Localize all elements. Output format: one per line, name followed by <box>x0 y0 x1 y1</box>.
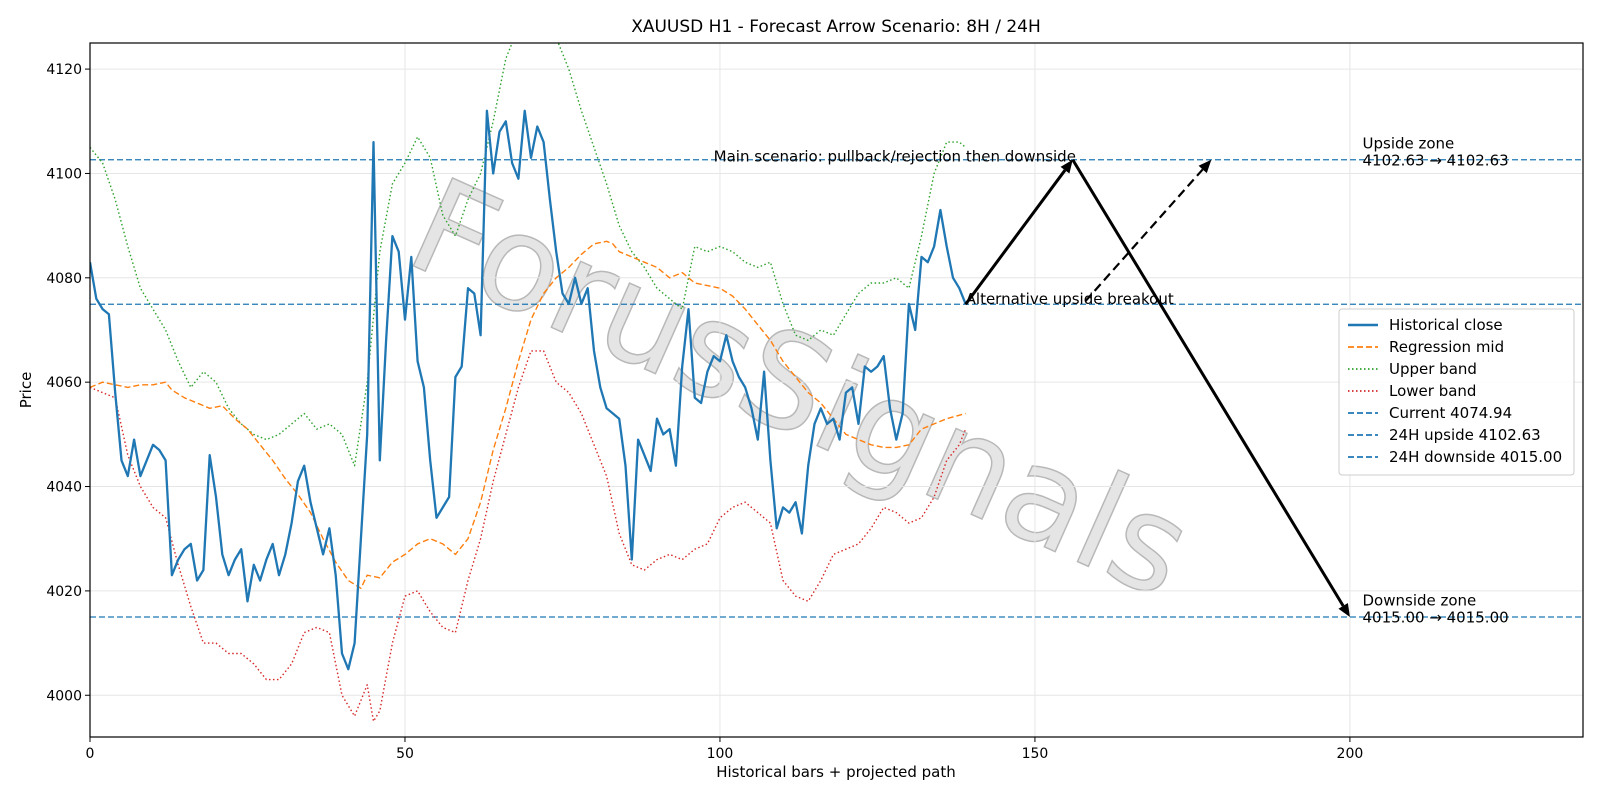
y-tick-label: 4080 <box>46 271 82 287</box>
y-tick-label: 4000 <box>46 688 82 704</box>
x-tick-label: 0 <box>86 746 95 762</box>
arrow-alt-up <box>1084 168 1204 303</box>
annotation-downside-zone-range: 4015.00 → 4015.00 <box>1363 609 1509 627</box>
y-tick-label: 4040 <box>46 480 82 496</box>
legend-label: Regression mid <box>1389 338 1504 356</box>
legend: Historical close Regression mid Upper band… <box>1338 308 1575 476</box>
annotation-downside-zone-title: Downside zone <box>1363 592 1477 610</box>
annotation-upside-zone-range: 4102.63 → 4102.63 <box>1363 152 1509 170</box>
y-axis-label: Price <box>17 372 35 409</box>
arrows <box>964 158 1350 617</box>
legend-label: Upper band <box>1389 360 1477 378</box>
legend-label: Current 4074.94 <box>1389 404 1512 422</box>
annotation-main-scenario: Main scenario: pullback/rejection then d… <box>714 147 1076 165</box>
x-tick-label: 100 <box>707 746 734 762</box>
x-axis-label: Historical bars + projected path <box>716 763 956 781</box>
series-historical-close <box>90 109 967 671</box>
legend-box <box>1338 308 1575 476</box>
watermark: ForusSignals <box>389 149 1213 628</box>
x-tick-label: 200 <box>1337 746 1364 762</box>
chart-title: XAUUSD H1 - Forecast Arrow Scenario: 8H … <box>631 17 1041 37</box>
series-upper-band <box>90 43 967 467</box>
arrowhead-main-down <box>1338 603 1350 617</box>
legend-label: 24H downside 4015.00 <box>1389 448 1562 466</box>
arrow-main-down <box>1071 158 1345 607</box>
y-tick-label: 4120 <box>46 62 82 78</box>
arrowhead-main-up <box>1060 159 1073 174</box>
arrowhead-alt-up <box>1198 159 1212 174</box>
y-tick-label: 4020 <box>46 584 82 600</box>
annotations: Main scenario: pullback/rejection then d… <box>714 134 1509 626</box>
series <box>90 43 967 722</box>
y-tick-label: 4100 <box>46 166 82 182</box>
series-lower-band <box>90 350 967 722</box>
arrow-main-up <box>964 169 1067 306</box>
x-tick-label: 150 <box>1022 746 1049 762</box>
legend-label: Lower band <box>1389 382 1476 400</box>
y-tick-label: 4060 <box>46 375 82 391</box>
plot-frame <box>89 42 1584 738</box>
ticks: 0 50 100 150 200 4000 4020 4040 4060 4080 4100 4120 <box>46 62 1363 762</box>
series-regression-mid <box>90 240 966 589</box>
legend-label: 24H upside 4102.63 <box>1389 426 1541 444</box>
annotation-alt-scenario: Alternative upside breakout <box>966 290 1174 308</box>
annotation-upside-zone-title: Upside zone <box>1363 134 1455 152</box>
legend-label: Historical close <box>1389 316 1503 334</box>
x-tick-label: 50 <box>396 746 414 762</box>
